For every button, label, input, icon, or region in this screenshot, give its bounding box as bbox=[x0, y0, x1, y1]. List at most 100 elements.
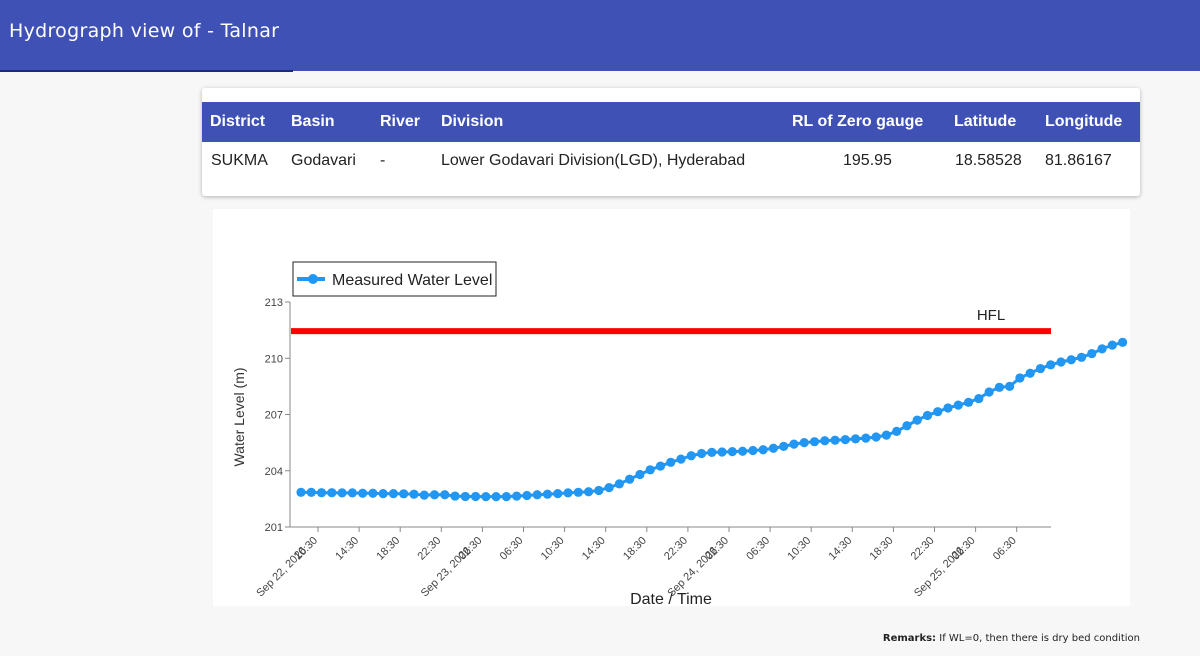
table-header-row: District Basin River Division RL of Zero… bbox=[202, 102, 1140, 142]
data-point bbox=[871, 432, 881, 442]
header-division: Division bbox=[441, 113, 504, 130]
data-point bbox=[1035, 363, 1046, 374]
measured-water-level-line bbox=[301, 340, 1123, 499]
data-point bbox=[892, 426, 902, 436]
value-rl-zero-gauge: 195.95 bbox=[843, 152, 892, 169]
data-point bbox=[316, 488, 327, 498]
x-tick-date-label: Sep 22, 2026 bbox=[254, 545, 309, 600]
chart-legend: Measured Water Level bbox=[292, 261, 497, 297]
data-point bbox=[563, 488, 573, 498]
x-tick-label: 18:30 bbox=[868, 535, 896, 563]
data-point bbox=[583, 487, 594, 497]
x-tick-label: 18:30 bbox=[374, 535, 402, 563]
data-point bbox=[963, 397, 974, 407]
y-axis-ticks: 201 204 207 210 213 bbox=[265, 297, 290, 534]
hfl-label: HFL bbox=[977, 307, 1005, 324]
data-point bbox=[573, 487, 583, 497]
x-tick-label: 06:30 bbox=[744, 535, 772, 563]
data-point bbox=[922, 410, 933, 421]
data-point bbox=[1087, 348, 1097, 359]
data-point bbox=[655, 461, 666, 471]
data-point bbox=[840, 435, 850, 445]
data-point bbox=[820, 436, 830, 446]
data-point bbox=[542, 489, 553, 499]
hydrograph-chart: 201 204 207 210 213 10:30 Sep 22, 2026 14:30 18… bbox=[231, 261, 1128, 608]
station-info-table: District Basin River Division RL of Zero… bbox=[202, 88, 1140, 196]
x-axis-label: Date / Time bbox=[630, 591, 712, 606]
data-point bbox=[1025, 368, 1035, 378]
data-point bbox=[984, 387, 994, 397]
x-tick-label: 10:30 bbox=[785, 535, 813, 563]
data-point bbox=[604, 483, 614, 493]
data-point bbox=[933, 407, 943, 417]
data-point bbox=[696, 448, 707, 459]
data-point bbox=[501, 492, 511, 502]
data-point bbox=[666, 457, 676, 467]
data-point bbox=[327, 488, 337, 498]
data-point bbox=[645, 465, 655, 475]
series-points-group bbox=[296, 337, 1128, 502]
value-district: SUKMA bbox=[211, 152, 268, 169]
y-tick-label: 201 bbox=[265, 522, 283, 534]
data-point bbox=[768, 443, 779, 453]
data-point bbox=[440, 490, 450, 500]
data-point bbox=[994, 382, 1004, 392]
header-district: District bbox=[210, 113, 266, 130]
data-point bbox=[460, 491, 470, 502]
x-tick-label: 14:30 bbox=[826, 535, 854, 563]
data-point bbox=[1107, 340, 1117, 350]
header-rl-zero-gauge: RL of Zero gauge bbox=[792, 113, 924, 130]
data-point bbox=[809, 437, 820, 447]
data-point bbox=[758, 445, 768, 455]
legend-box bbox=[292, 261, 497, 297]
data-point bbox=[532, 490, 542, 500]
y-tick-label: 210 bbox=[265, 353, 283, 365]
data-point bbox=[358, 488, 368, 498]
x-tick-label: 22:30 bbox=[662, 535, 690, 563]
value-basin: Godavari bbox=[291, 152, 356, 169]
header-latitude: Latitude bbox=[954, 113, 1017, 130]
y-axis-label: Water Level (m) bbox=[231, 367, 247, 466]
y-tick-label: 213 bbox=[265, 297, 283, 309]
data-point bbox=[902, 421, 912, 431]
data-point bbox=[450, 491, 460, 501]
data-point bbox=[419, 490, 429, 500]
data-point bbox=[470, 491, 481, 502]
value-latitude: 18.58528 bbox=[955, 152, 1022, 169]
data-point bbox=[1066, 355, 1076, 365]
data-point bbox=[953, 400, 963, 410]
data-point bbox=[686, 451, 696, 461]
data-point bbox=[399, 489, 409, 499]
data-point bbox=[1005, 381, 1015, 391]
data-point bbox=[368, 488, 378, 498]
y-tick-label: 204 bbox=[265, 466, 283, 478]
data-point bbox=[491, 492, 501, 502]
data-point bbox=[337, 488, 347, 498]
legend-label-measured: Measured Water Level bbox=[332, 272, 492, 289]
value-river: - bbox=[380, 152, 386, 169]
data-point bbox=[830, 435, 840, 445]
value-longitude: 81.86167 bbox=[1045, 152, 1112, 169]
value-division: Lower Godavari Division(LGD), Hyderabad bbox=[441, 152, 746, 169]
data-point bbox=[850, 434, 861, 444]
hfl-line-group: HFL bbox=[291, 307, 1051, 335]
data-point bbox=[388, 489, 399, 499]
x-tick-label: 22:30 bbox=[909, 535, 937, 563]
data-point bbox=[614, 479, 624, 489]
data-point bbox=[717, 447, 727, 457]
data-point bbox=[676, 454, 686, 464]
x-tick-label: 06:30 bbox=[498, 535, 526, 563]
x-tick-label: 22:30 bbox=[415, 535, 443, 563]
data-point bbox=[347, 488, 357, 498]
remarks-text: If WL=0, then there is dry bed condition bbox=[936, 633, 1140, 644]
data-point bbox=[481, 492, 491, 502]
header-river: River bbox=[380, 113, 421, 130]
data-point bbox=[522, 490, 532, 501]
legend-dot-swatch bbox=[308, 274, 318, 284]
x-tick-label: 06:30 bbox=[991, 535, 1019, 563]
header-basin: Basin bbox=[291, 113, 335, 130]
data-point bbox=[296, 487, 306, 497]
data-point bbox=[881, 430, 891, 440]
data-point bbox=[1076, 352, 1087, 362]
